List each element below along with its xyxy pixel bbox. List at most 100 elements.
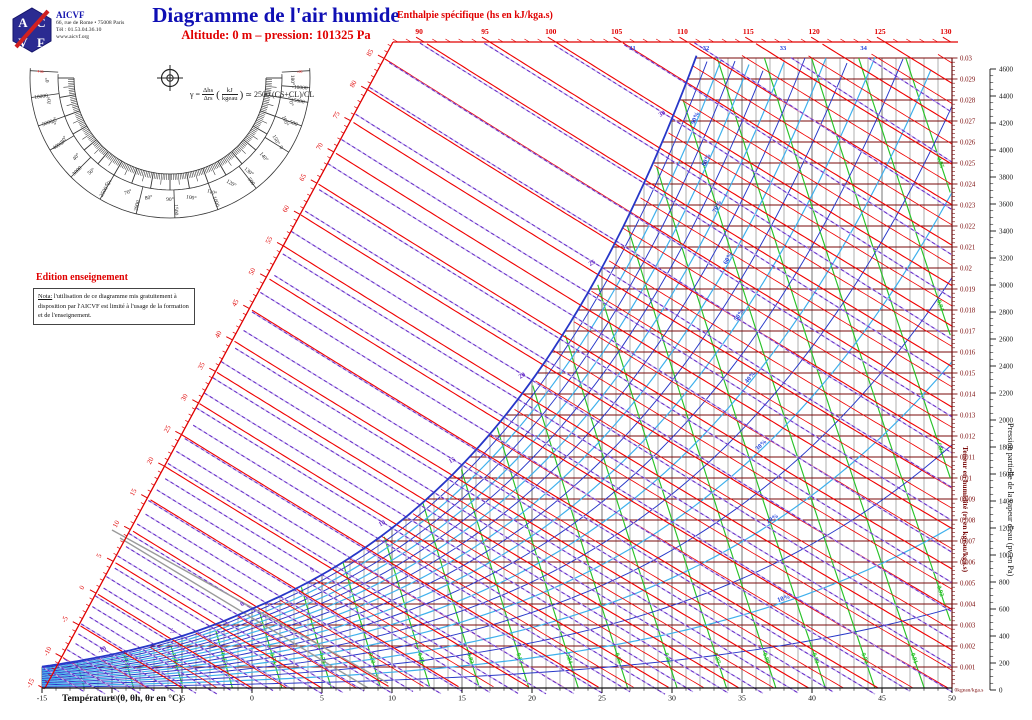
humidity-axis-label: Teneur en humidité (rs en kgeau/kga.s): [961, 445, 970, 573]
gamma-formula: γ = Δhs Δrs ( kJ kgeau ) ≃ 2500.(CS+CL)/CL: [190, 87, 314, 103]
svg-text:C: C: [36, 15, 45, 30]
formula-paren-close: ): [239, 88, 244, 101]
enthalpy-oblique-axis: -15-10-505101520253035404550556065707580…: [25, 41, 394, 689]
svg-text:120: 120: [809, 27, 821, 36]
svg-text:105: 105: [611, 27, 623, 36]
svg-text:70: 70: [315, 141, 326, 151]
formula-paren-open: (: [216, 88, 220, 101]
svg-text:1800: 1800: [999, 444, 1014, 452]
svg-text:0.005: 0.005: [960, 580, 976, 587]
svg-text:5000: 5000: [41, 119, 54, 128]
svg-text:2400: 2400: [999, 363, 1014, 371]
svg-text:0.022: 0.022: [960, 223, 976, 230]
svg-text:55: 55: [264, 235, 275, 245]
svg-text:10: 10: [378, 519, 387, 528]
nota-box: Nota: l'utilisation de ce diagramme mis …: [33, 288, 195, 325]
svg-text:0: 0: [250, 694, 254, 703]
svg-text:0°: 0°: [44, 78, 51, 83]
svg-text:5: 5: [320, 694, 324, 703]
edition-heading: Edition enseignement: [36, 272, 128, 283]
svg-text:0.91: 0.91: [909, 652, 919, 665]
formula-unit-fraction: kJ kgeau: [221, 87, 238, 103]
svg-text:3800: 3800: [999, 174, 1014, 182]
svg-text:120°: 120°: [225, 178, 238, 189]
svg-text:10: 10: [111, 519, 122, 529]
svg-text:-10: -10: [107, 694, 117, 703]
svg-text:25: 25: [598, 694, 606, 703]
svg-text:0.026: 0.026: [960, 139, 976, 146]
svg-text:150°: 150°: [270, 133, 281, 146]
svg-text:15: 15: [458, 694, 466, 703]
svg-text:40: 40: [213, 329, 224, 339]
svg-text:140°: 140°: [258, 151, 270, 164]
svg-text:35: 35: [196, 361, 207, 371]
svg-text:80: 80: [348, 79, 359, 89]
svg-text:800: 800: [999, 579, 1010, 587]
svg-text:0.95: 0.95: [935, 156, 945, 169]
brand-website[interactable]: www.aicvf.org: [56, 33, 90, 40]
svg-text:25: 25: [588, 258, 598, 268]
svg-text:500: 500: [246, 177, 256, 187]
svg-text:30: 30: [179, 392, 190, 402]
svg-text:90°: 90°: [166, 196, 174, 203]
svg-text:90: 90: [415, 27, 423, 36]
svg-text:-10000: -10000: [292, 85, 308, 92]
svg-text:34: 34: [860, 45, 867, 52]
pressure-axis: 0 200 400 600 800 1000 1200 1400 1600 1800 2000 220…: [989, 66, 1014, 695]
svg-text:30: 30: [668, 694, 676, 703]
svg-text:0.004: 0.004: [960, 601, 976, 608]
svg-text:10: 10: [388, 694, 396, 703]
svg-text:115: 115: [743, 27, 754, 36]
svg-text:2800: 2800: [999, 309, 1014, 317]
svg-text:1400: 1400: [999, 498, 1014, 506]
svg-text:130°: 130°: [242, 166, 255, 178]
svg-text:0.011: 0.011: [960, 454, 975, 461]
temperature-axis: -15 -10 -5 0 5 10 15 20 25 30 35 40 45 50: [37, 687, 956, 703]
svg-text:0.009: 0.009: [960, 496, 976, 503]
nota-label: Nota:: [38, 293, 53, 300]
svg-text:0.79: 0.79: [317, 652, 327, 665]
svg-text:+∞: +∞: [37, 69, 44, 75]
svg-text:-15: -15: [25, 677, 37, 689]
svg-text:3000: 3000: [71, 165, 83, 177]
svg-text:33: 33: [780, 45, 787, 52]
page-title: Diagramme de l'air humide: [152, 3, 400, 27]
svg-text:125: 125: [874, 27, 886, 36]
svg-text:20°: 20°: [50, 116, 59, 126]
wet-bulb-lines: [41, 42, 953, 695]
svg-text:-10: -10: [97, 645, 108, 655]
svg-text:600: 600: [999, 606, 1010, 614]
svg-text:0.018: 0.018: [960, 307, 976, 314]
svg-text:160°: 160°: [280, 115, 290, 127]
svg-text:0.88: 0.88: [761, 652, 771, 665]
svg-text:-∞: -∞: [297, 69, 303, 75]
svg-text:0.024: 0.024: [960, 181, 976, 188]
svg-text:50: 50: [948, 694, 956, 703]
svg-text:0.03: 0.03: [960, 55, 972, 62]
svg-text:0.003: 0.003: [960, 622, 976, 629]
svg-text:0.008: 0.008: [960, 517, 976, 524]
svg-text:80°: 80°: [144, 194, 153, 202]
svg-text:0: 0: [278, 145, 284, 152]
svg-text:0.023: 0.023: [960, 202, 976, 209]
svg-text:0.016: 0.016: [960, 349, 976, 356]
page-subtitle: Altitude: 0 m – pression: 101325 Pa: [181, 28, 371, 42]
formula-gamma: γ =: [190, 90, 201, 100]
svg-text:65: 65: [298, 172, 309, 182]
svg-text:60: 60: [281, 203, 292, 213]
svg-text:40%: 40%: [744, 370, 758, 385]
svg-text:0: 0: [78, 584, 87, 591]
svg-text:0.015: 0.015: [960, 370, 976, 377]
svg-text:5: 5: [95, 552, 104, 559]
svg-text:0.014: 0.014: [960, 391, 976, 398]
svg-text:0.025: 0.025: [960, 160, 976, 167]
enthalpy-top-axis: 90 95 100 105 110 115 120 125 130: [392, 27, 958, 43]
svg-text:0.82: 0.82: [465, 652, 475, 665]
svg-text:10°: 10°: [45, 96, 53, 105]
svg-text:0.81: 0.81: [416, 652, 426, 665]
svg-text:15: 15: [128, 487, 139, 497]
svg-text:3400: 3400: [999, 228, 1014, 236]
svg-text:40°: 40°: [71, 152, 81, 162]
svg-text:200: 200: [999, 660, 1010, 668]
